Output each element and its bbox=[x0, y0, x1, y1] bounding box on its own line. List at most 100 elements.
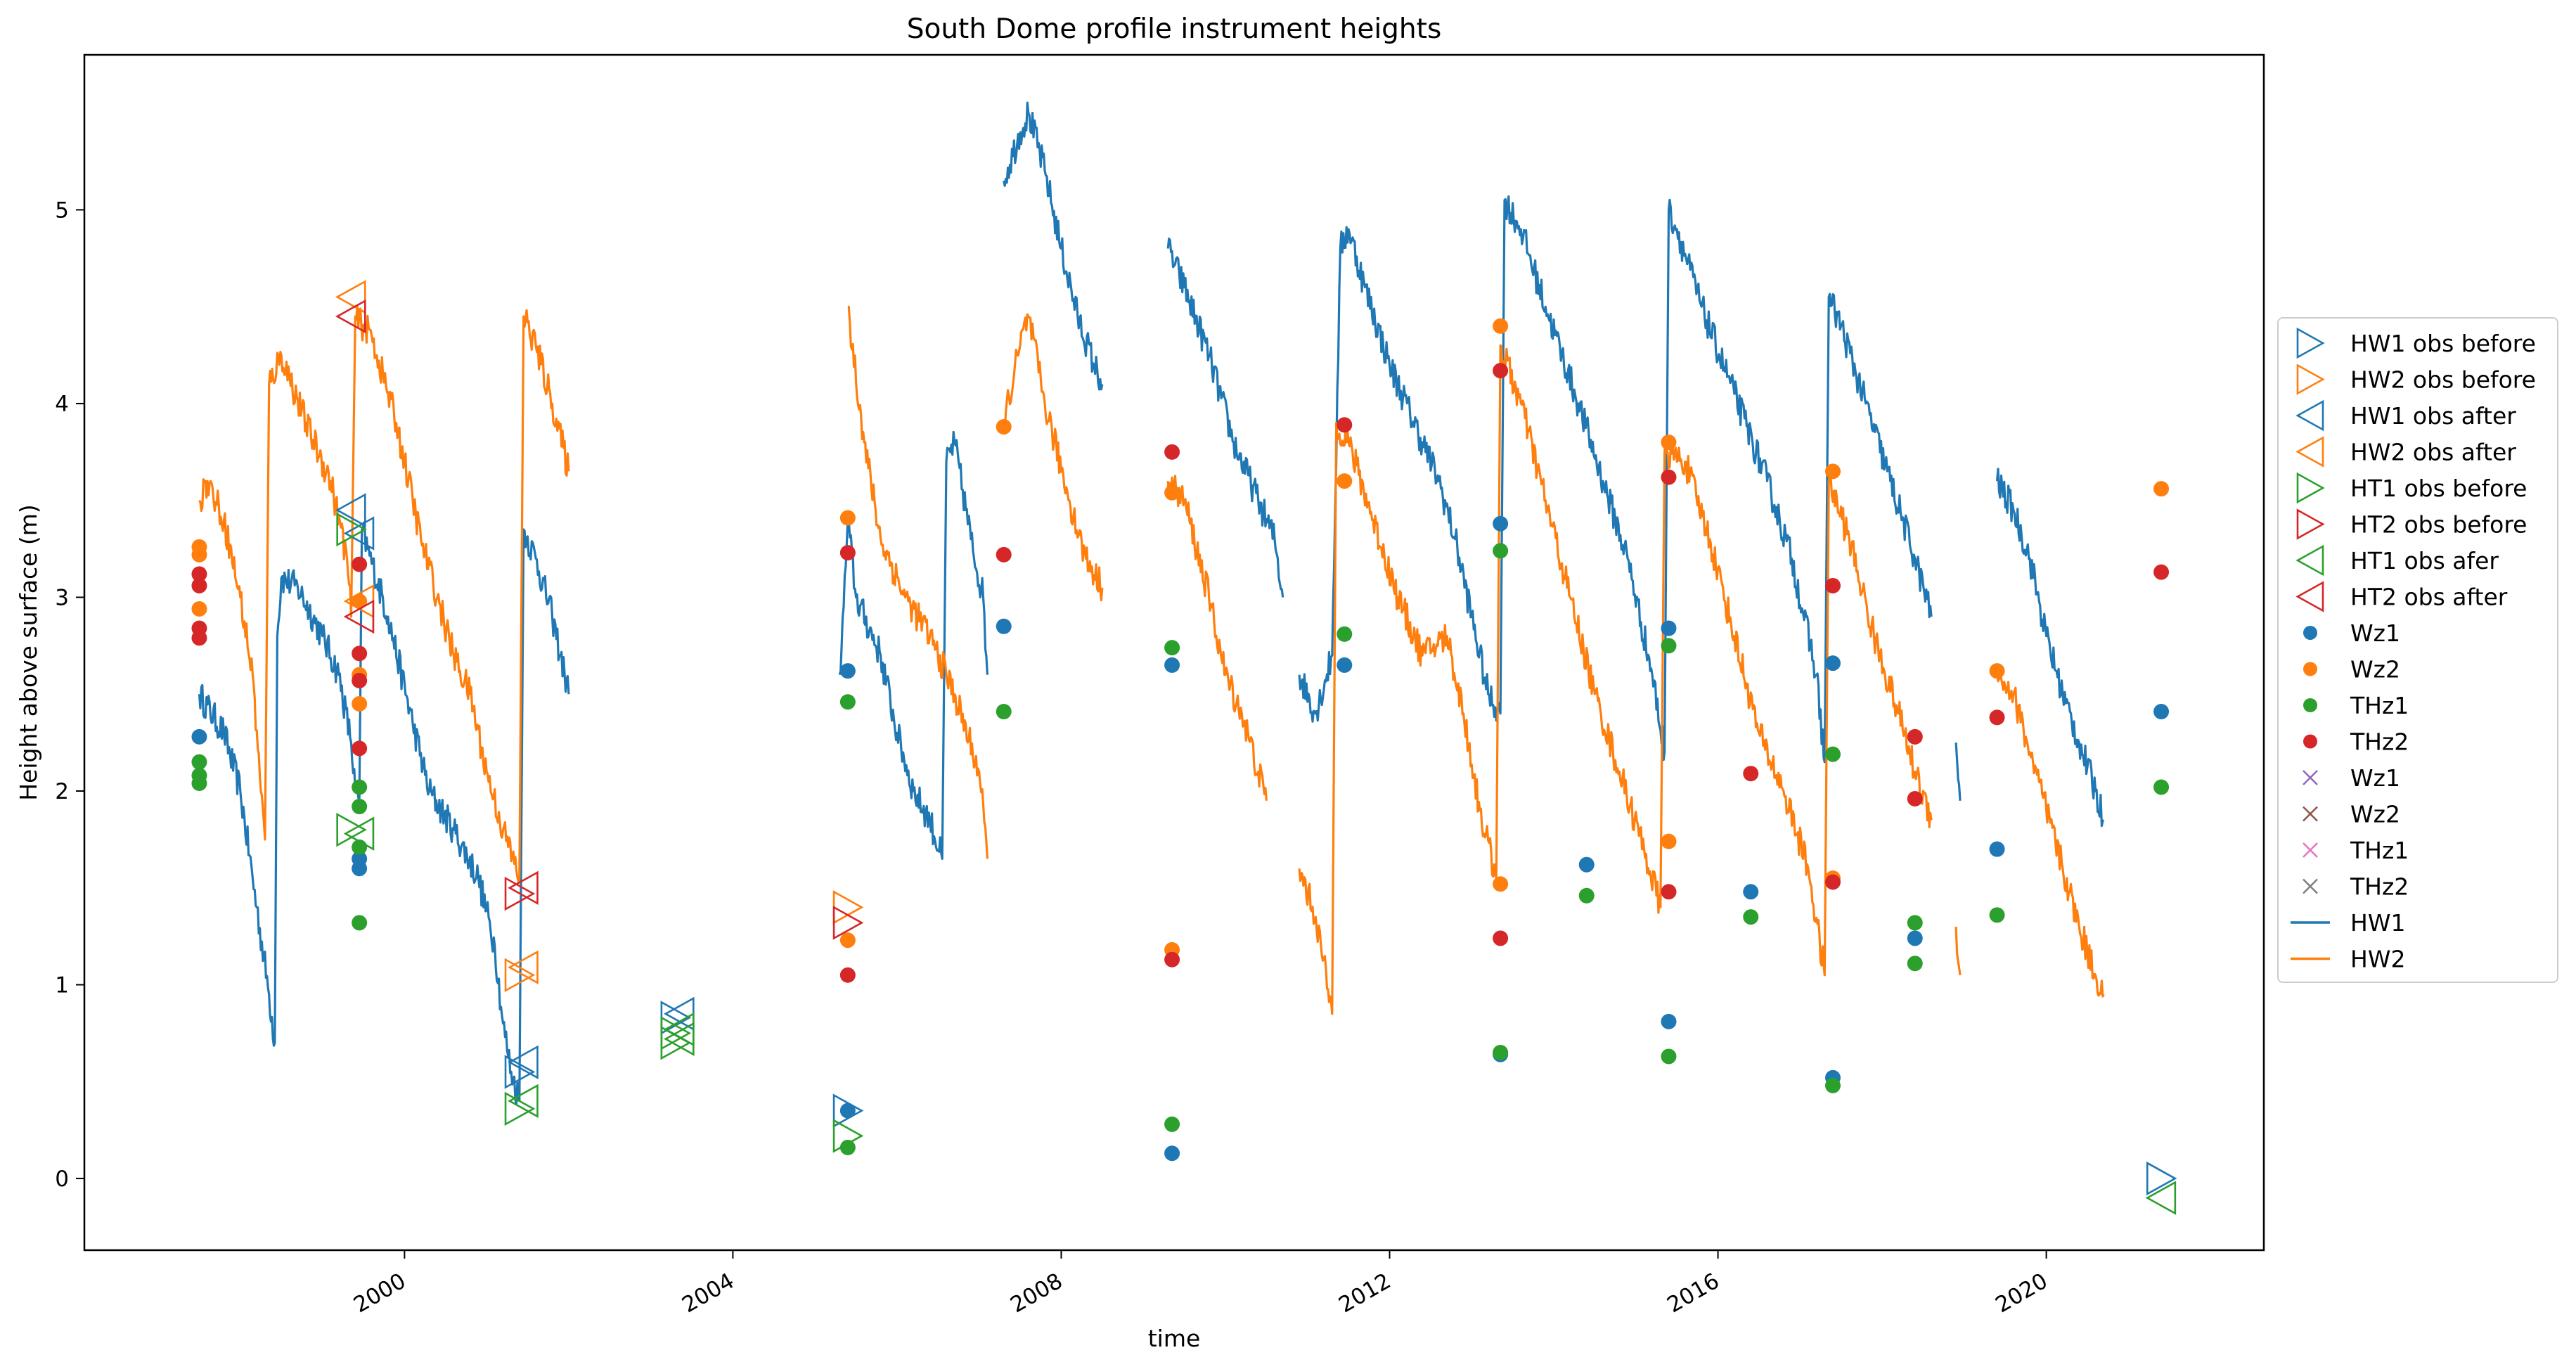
triangle-hw1-obs-after bbox=[335, 493, 366, 527]
point-thz1 bbox=[839, 694, 856, 710]
y-tick-label: 0 bbox=[55, 1166, 69, 1192]
legend-marker-ht1-obs-before bbox=[2296, 472, 2325, 504]
point-wz1 bbox=[1825, 655, 1841, 671]
point-wz2 bbox=[352, 593, 368, 609]
point-wz1 bbox=[839, 1103, 856, 1119]
point-thz1 bbox=[1907, 956, 1923, 972]
point-wz2 bbox=[191, 546, 207, 563]
point-wz2 bbox=[839, 510, 856, 526]
point-wz1 bbox=[996, 618, 1012, 634]
legend-label: THz1 bbox=[2350, 692, 2409, 719]
point-thz1 bbox=[1578, 887, 1595, 904]
legend-label: HW1 bbox=[2350, 909, 2405, 937]
triangle-ht1-obs-afer bbox=[2145, 1181, 2177, 1215]
legend-label: HT2 obs after bbox=[2350, 584, 2508, 611]
legend-label: Wz2 bbox=[2350, 801, 2400, 828]
point-thz1 bbox=[1743, 909, 1759, 925]
legend-label: HT1 obs afer bbox=[2350, 547, 2499, 574]
point-thz2 bbox=[1337, 417, 1353, 433]
series-line-hw1 bbox=[1954, 742, 1962, 801]
legend-label: THz2 bbox=[2350, 873, 2409, 901]
legend-marker-wz1 bbox=[2303, 626, 2317, 640]
point-thz2 bbox=[191, 577, 207, 593]
point-wz1 bbox=[1164, 1145, 1180, 1162]
y-tick-label: 4 bbox=[55, 392, 69, 417]
point-thz2 bbox=[1493, 363, 1509, 379]
y-axis-label: Height above surface (m) bbox=[15, 504, 42, 801]
series-line-hw1 bbox=[838, 430, 988, 861]
triangle-ht1-obs-afer bbox=[664, 1012, 695, 1047]
point-wz2 bbox=[996, 419, 1012, 435]
legend-label: HW1 obs after bbox=[2350, 402, 2516, 430]
point-wz2 bbox=[352, 696, 368, 712]
point-wz2 bbox=[1661, 833, 1677, 849]
point-thz1 bbox=[352, 915, 368, 931]
point-thz1 bbox=[1337, 626, 1353, 642]
markers-layer bbox=[191, 280, 2177, 1215]
point-thz1 bbox=[1825, 746, 1841, 762]
x-axis-label: time bbox=[1148, 1325, 1201, 1352]
point-thz1 bbox=[352, 799, 368, 815]
point-thz2 bbox=[352, 740, 368, 757]
point-wz2 bbox=[1337, 473, 1353, 489]
series-line-hw1 bbox=[198, 521, 570, 1106]
legend-label: HW1 obs before bbox=[2350, 330, 2536, 357]
point-thz1 bbox=[352, 779, 368, 795]
triangle-ht1-obs-before bbox=[832, 1119, 864, 1153]
triangle-hw1-obs-before bbox=[832, 1093, 864, 1128]
legend: HW1 obs before HW2 obs before HW1 obs afte… bbox=[2277, 317, 2558, 983]
triangle-hw2-obs-after bbox=[508, 950, 539, 984]
plot-frame bbox=[83, 53, 2265, 1252]
triangle-ht2-obs-after bbox=[335, 299, 366, 334]
point-thz1 bbox=[191, 754, 207, 770]
point-thz1 bbox=[1164, 640, 1180, 656]
legend-marker-thz2 bbox=[2303, 734, 2317, 749]
y-tick-label: 5 bbox=[55, 198, 69, 223]
point-thz2 bbox=[996, 546, 1012, 563]
point-thz1 bbox=[191, 775, 207, 791]
legend-x-stroke bbox=[2303, 878, 2318, 894]
triangle-ht1-obs-before bbox=[660, 1016, 692, 1050]
triangle-ht1-obs-before bbox=[504, 1091, 536, 1126]
legend-marker-wz1 bbox=[2303, 770, 2318, 785]
triangle-ht2-obs-after bbox=[508, 870, 539, 905]
triangle-ht2-obs-before bbox=[832, 906, 864, 940]
point-thz1 bbox=[839, 1139, 856, 1155]
point-wz1 bbox=[1164, 657, 1180, 673]
plot-area bbox=[191, 101, 2177, 1215]
point-wz1 bbox=[1578, 856, 1595, 873]
legend-label: Wz2 bbox=[2350, 656, 2400, 683]
triangle-hw2-obs-after bbox=[335, 280, 366, 314]
point-thz2 bbox=[352, 556, 368, 572]
point-wz1 bbox=[2153, 704, 2170, 720]
point-wz2 bbox=[1493, 318, 1509, 334]
point-wz2 bbox=[1825, 463, 1841, 480]
y-tick-label: 2 bbox=[55, 779, 69, 804]
point-thz2 bbox=[1661, 469, 1677, 485]
point-wz1 bbox=[1661, 620, 1677, 636]
legend-label: HW2 obs after bbox=[2350, 439, 2516, 466]
legend-marker-ht2-obs-before bbox=[2296, 508, 2325, 540]
point-thz2 bbox=[191, 566, 207, 582]
legend-marker-hw1-obs-after bbox=[2295, 399, 2324, 432]
point-thz1 bbox=[1907, 915, 1923, 931]
series-line-hw2 bbox=[1003, 313, 1104, 602]
y-tick-label: 1 bbox=[55, 973, 69, 998]
triangle-ht1-obs-afer bbox=[508, 1084, 539, 1119]
point-thz2 bbox=[839, 967, 856, 983]
legend-x-stroke bbox=[2303, 806, 2318, 822]
point-thz2 bbox=[2153, 564, 2170, 580]
point-thz1 bbox=[1164, 1116, 1180, 1132]
point-thz2 bbox=[1164, 951, 1180, 968]
triangle-ht2-obs-after bbox=[343, 599, 375, 634]
y-tick-label: 3 bbox=[55, 585, 69, 610]
legend-box bbox=[2277, 317, 2558, 983]
point-wz1 bbox=[191, 728, 207, 745]
point-thz2 bbox=[839, 545, 856, 561]
lines-layer bbox=[198, 101, 2105, 1106]
point-thz1 bbox=[996, 704, 1012, 720]
legend-marker-ht1-obs-afer bbox=[2295, 544, 2324, 577]
series-line-hw2 bbox=[847, 305, 988, 859]
triangle-ht1-obs-before bbox=[336, 512, 367, 547]
